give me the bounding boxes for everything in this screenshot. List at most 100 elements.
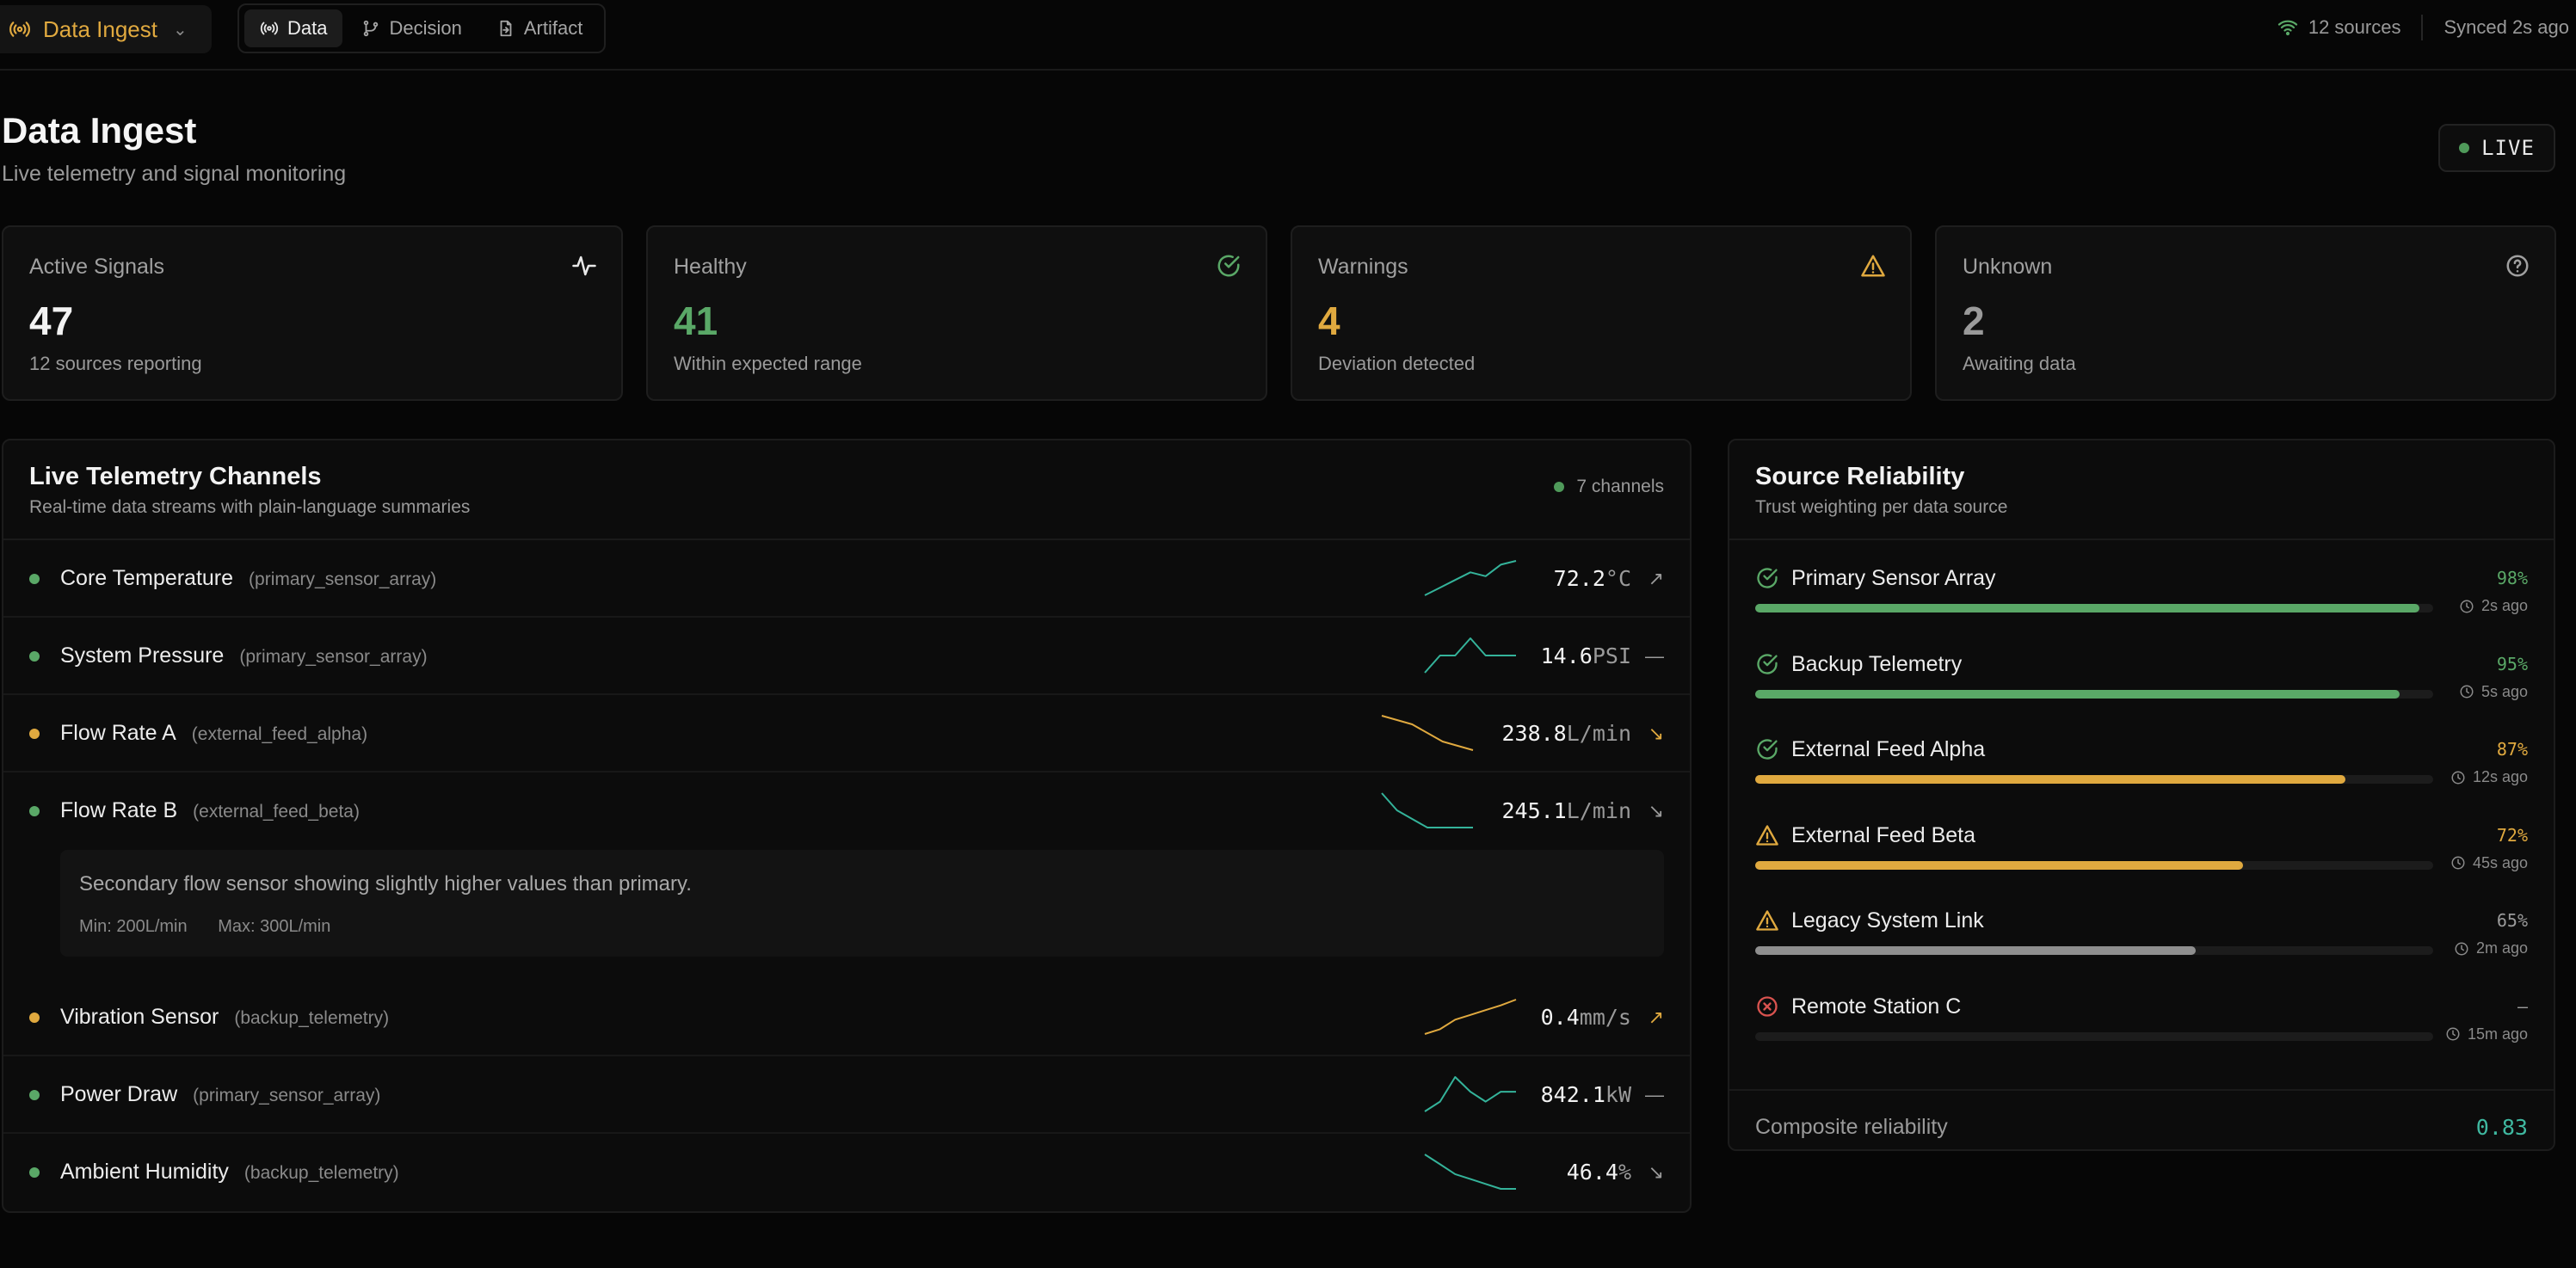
channel-label: Vibration Sensor (60, 1005, 219, 1029)
channel-row[interactable]: Power Draw (primary_sensor_array) 842.1kW… (3, 1056, 1690, 1134)
last-seen: 12s ago (2450, 768, 2528, 786)
channel-row[interactable]: System Pressure (primary_sensor_array) 14… (3, 618, 1690, 695)
divider (3, 539, 1690, 540)
last-seen: 5s ago (2459, 683, 2528, 701)
source-name: Legacy System Link (1791, 908, 1984, 933)
channel-source: (backup_telemetry) (243, 1163, 399, 1183)
trend-icon: ↗ (1648, 1006, 1664, 1028)
channel-value: 14.6 (1540, 643, 1593, 668)
channel-row[interactable]: Vibration Sensor (backup_telemetry) 0.4mm… (3, 979, 1690, 1056)
summary-range: Min: 200L/min Max: 300L/min (79, 917, 330, 937)
sparkline (1424, 637, 1516, 674)
sparkline (1424, 1154, 1516, 1190)
status-dot (29, 806, 40, 816)
status-dot (29, 651, 40, 662)
sparkline (1424, 1076, 1516, 1112)
reliability-bar (1755, 689, 2433, 699)
activity-icon (572, 255, 596, 276)
channel-reading: 245.1L/min (1501, 798, 1631, 823)
tab-decision[interactable]: Decision (346, 9, 477, 47)
app-switcher[interactable]: Data Ingest ⌄ (0, 5, 212, 53)
channel-label: Power Draw (60, 1082, 178, 1106)
sparkline-series (1424, 560, 1517, 596)
trend-icon: ↗ (1648, 568, 1664, 589)
last-seen: 2m ago (2454, 939, 2528, 957)
panel-title: Source Reliability (1755, 463, 1965, 490)
channel-unit: mm/s (1579, 1005, 1631, 1030)
live-indicator-dot (2459, 143, 2470, 153)
summary-min: Min: 200L/min (79, 917, 188, 936)
stat-card-warnings: Warnings 4 Deviation detected (1291, 225, 1912, 401)
channel-reading: 238.8L/min (1501, 721, 1631, 746)
channel-name: Flow Rate B (external_feed_beta) (60, 798, 360, 823)
channel-name: Flow Rate A (external_feed_alpha) (60, 721, 367, 746)
panel-title: Live Telemetry Channels (29, 463, 322, 490)
clock-icon (2446, 1027, 2460, 1041)
channel-source: (primary_sensor_array) (193, 1086, 381, 1105)
view-tabs: Data Decision Artifact (237, 3, 606, 53)
tab-data[interactable]: Data (244, 9, 343, 47)
reliability-bar (1755, 604, 2433, 612)
broadcast-icon (260, 22, 279, 35)
tab-decision-label: Decision (389, 17, 462, 39)
channels-count-label: 7 channels (1576, 477, 1664, 496)
channel-unit: °C (1605, 566, 1631, 591)
channel-row[interactable]: Ambient Humidity (backup_telemetry) 46.4%… (3, 1134, 1690, 1211)
sparkline-series (1381, 792, 1473, 828)
trend-icon: ↘ (1648, 1161, 1664, 1183)
reliability-percent: 95% (2496, 653, 2528, 674)
status-dot (29, 1167, 40, 1178)
channel-reading: 14.6PSI (1541, 643, 1631, 668)
channel-reading: 842.1kW (1541, 1082, 1631, 1107)
reliability-bar (1755, 1031, 2433, 1041)
last-seen-label: 2s ago (2480, 597, 2528, 614)
tab-artifact[interactable]: Artifact (481, 9, 598, 47)
stat-value: 41 (674, 299, 718, 343)
channel-summary: Secondary flow sensor showing slightly h… (60, 850, 1664, 957)
check-circle-icon (1757, 653, 1778, 674)
reliability-bar-fill (1755, 860, 2244, 870)
clock-icon (2451, 856, 2465, 870)
reliability-bar (1755, 775, 2433, 784)
reliability-item: Backup Telemetry 95% 5s ago (1755, 649, 2528, 731)
channel-source: (external_feed_beta) (193, 802, 360, 822)
radio-tower-icon (9, 22, 30, 37)
stat-card-unknown: Unknown 2 Awaiting data (1935, 225, 2556, 401)
live-badge: LIVE (2438, 124, 2555, 172)
channel-label: Flow Rate A (60, 721, 176, 745)
channel-label: Flow Rate B (60, 798, 178, 822)
status-dot (1554, 482, 1565, 492)
channel-row[interactable]: Core Temperature (primary_sensor_array) 7… (3, 540, 1690, 618)
stat-subtext: Awaiting data (1963, 353, 2076, 374)
stat-value: 4 (1318, 299, 1340, 343)
chevron-down-icon: ⌄ (172, 20, 188, 40)
last-seen-label: 15m ago (2467, 1025, 2528, 1043)
wifi-icon (2277, 20, 2297, 36)
stat-label: Healthy (674, 255, 747, 279)
stat-value: 2 (1963, 299, 1985, 343)
composite-label: Composite reliability (1755, 1115, 1948, 1139)
last-seen: 15m ago (2445, 1025, 2528, 1043)
channel-source: (primary_sensor_array) (249, 569, 437, 589)
x-circle-icon (1757, 995, 1778, 1017)
sparkline-series (1424, 999, 1517, 1035)
reliability-percent: – (2517, 995, 2528, 1017)
reliability-item: Legacy System Link 65% 2m ago (1755, 905, 2528, 988)
last-seen-label: 2m ago (2475, 939, 2528, 957)
last-seen-label: 5s ago (2480, 682, 2528, 700)
help-circle-icon (2506, 255, 2529, 277)
channel-label: Core Temperature (60, 566, 234, 590)
channel-row[interactable]: Flow Rate B (external_feed_beta) 245.1L/m… (3, 772, 1690, 979)
source-name: External Feed Beta (1791, 822, 1976, 847)
status-dot (29, 574, 40, 584)
channel-row[interactable]: Flow Rate A (external_feed_alpha) 238.8L/… (3, 695, 1690, 772)
summary-max: Max: 300L/min (218, 917, 331, 936)
sparkline (1424, 560, 1517, 596)
reliability-percent: 87% (2496, 739, 2528, 760)
channel-name: Core Temperature (primary_sensor_array) (60, 566, 436, 591)
reliability-item: Primary Sensor Array 98% 2s ago (1755, 563, 2528, 645)
stat-subtext: 12 sources reporting (29, 353, 202, 374)
clock-icon (2460, 600, 2474, 612)
reliability-bar (1755, 946, 2433, 955)
divider (1729, 1089, 2554, 1091)
